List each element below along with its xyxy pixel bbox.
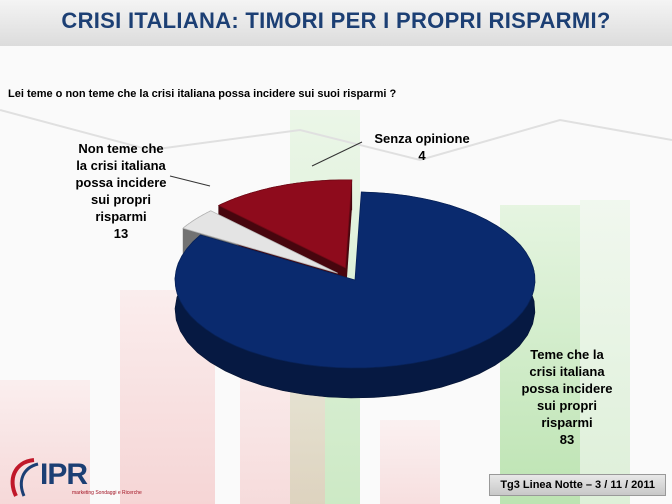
label-senza-line: Senza opinione (374, 131, 470, 146)
label-non-teme: Non teme che la crisi italiana possa inc… (56, 140, 186, 242)
label-senza-opinione: Senza opinione 4 (362, 130, 482, 164)
label-non-teme-value: 13 (113, 226, 129, 241)
label-non-teme-line: sui propri (91, 192, 151, 207)
logo-sub: marketing Sondaggi e Ricerche (72, 490, 142, 496)
title-bar (0, 0, 672, 46)
label-senza-value: 4 (418, 148, 426, 163)
label-teme-line: sui propri (537, 398, 597, 413)
label-teme-line: Teme che la (530, 347, 604, 362)
logo-text: IPR (40, 458, 88, 491)
pie-slice-non-teme-wall (345, 179, 352, 298)
label-teme: Teme che la crisi italiana possa incider… (502, 346, 632, 448)
label-teme-line: crisi italiana (529, 364, 605, 379)
label-teme-value: 83 (559, 432, 575, 447)
label-teme-line: risparmi (541, 415, 593, 430)
pie-slice-senza-opinione (182, 210, 338, 274)
label-non-teme-line: risparmi (95, 209, 147, 224)
pie-slice-non-teme (217, 179, 353, 269)
pie-slice-teme (174, 191, 536, 369)
survey-question: Lei teme o non teme che la crisi italian… (8, 88, 397, 100)
leader-line-non-teme (169, 175, 211, 187)
label-non-teme-line: la crisi italiana (76, 158, 166, 173)
label-non-teme-line: possa incidere (75, 175, 167, 190)
label-non-teme-line: Non teme che (78, 141, 164, 156)
ipr-logo-icon (10, 458, 39, 497)
leader-line-senza (311, 141, 363, 167)
label-teme-line: possa incidere (521, 381, 613, 396)
source-note: Tg3 Linea Notte – 3 / 11 / 2011 (489, 474, 666, 496)
logo-sub-line: marketing (72, 490, 94, 496)
logo-sub-line2: Sondaggi e Ricerche (95, 490, 142, 496)
chart-title: CRISI ITALIANA: TIMORI PER I PROPRI RISP… (61, 8, 611, 33)
